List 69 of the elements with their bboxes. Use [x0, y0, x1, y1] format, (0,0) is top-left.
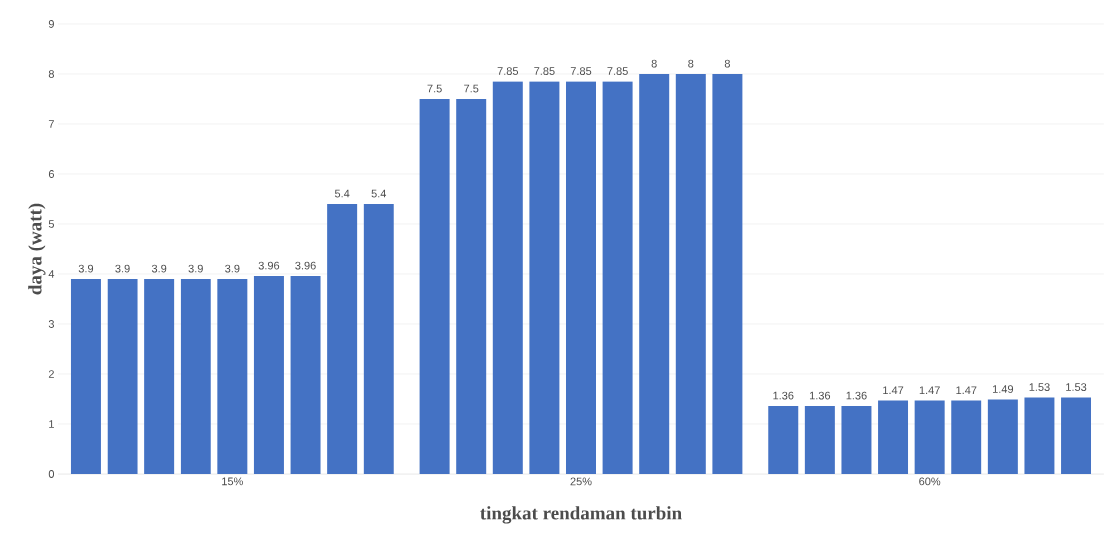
data-label: 7.5: [464, 84, 479, 93]
bar: [712, 73, 743, 474]
y-tick-label: 6: [48, 170, 54, 178]
bar: [914, 400, 945, 474]
data-label: 7.85: [607, 67, 628, 75]
y-tick-label: 1: [49, 420, 54, 428]
bar: [290, 275, 321, 474]
y-tick-label: 2: [48, 370, 54, 378]
bar: [456, 98, 487, 474]
y-tick-label: 4: [48, 270, 55, 278]
bar: [675, 73, 706, 474]
bar: [639, 73, 670, 474]
data-label: 3.96: [258, 261, 280, 270]
data-label: 1.36: [846, 391, 867, 400]
data-label: 1.53: [1029, 383, 1050, 391]
bar: [363, 203, 394, 474]
data-label: 1.47: [883, 386, 904, 394]
bar: [419, 98, 450, 474]
y-tick-label: 0: [48, 470, 55, 478]
data-label: 3.9: [225, 264, 240, 273]
bar: [107, 278, 138, 474]
y-tick-label: 3: [48, 320, 54, 328]
bar: [951, 400, 982, 474]
y-axis-title: daya (watt): [28, 203, 46, 295]
x-axis-title: tingkat rendaman turbin: [480, 506, 682, 524]
bar: [70, 278, 101, 474]
x-tick-label: 15%: [222, 477, 243, 486]
data-label: 1.49: [992, 385, 1014, 393]
bar: [841, 405, 872, 474]
bar: [217, 278, 248, 474]
data-label: 8: [651, 59, 657, 68]
data-label: 7.85: [570, 67, 592, 75]
data-label: 5.4: [371, 189, 387, 198]
data-label: 1.36: [809, 391, 831, 400]
bar: [1061, 397, 1092, 474]
data-label: 3.96: [295, 261, 316, 270]
bar: [529, 81, 560, 474]
data-label: 7.85: [497, 67, 519, 75]
data-label: 8: [724, 59, 730, 68]
bar: [180, 278, 211, 474]
bar: [602, 81, 633, 474]
bar: [327, 203, 358, 474]
x-tick-label: 25%: [570, 477, 592, 486]
x-tick-label: 60%: [919, 477, 941, 486]
y-tick-label: 7: [48, 120, 54, 128]
data-label: 3.9: [188, 264, 203, 273]
data-label: 7.85: [534, 67, 555, 75]
bar: [804, 405, 835, 474]
bar: [566, 81, 596, 474]
data-label: 8: [688, 59, 694, 68]
bar: [878, 400, 909, 474]
data-label: 1.47: [956, 386, 977, 394]
bar: [253, 275, 284, 474]
data-label: 3.9: [115, 264, 130, 273]
data-label: 1.53: [1066, 383, 1087, 391]
y-tick-label: 8: [48, 70, 54, 78]
bar: [987, 399, 1018, 474]
data-label: 3.9: [151, 264, 167, 273]
data-label: 1.36: [773, 391, 794, 400]
bar: [492, 81, 523, 474]
data-label: 5.4: [334, 189, 350, 198]
y-tick-label: 9: [48, 20, 54, 28]
data-label: 1.47: [919, 386, 940, 394]
data-label: 7.5: [427, 84, 442, 93]
y-tick-label: 5: [48, 220, 55, 228]
bar: [144, 278, 175, 474]
data-label: 3.9: [78, 264, 94, 273]
bar: [768, 405, 799, 474]
bar: [1024, 397, 1055, 474]
